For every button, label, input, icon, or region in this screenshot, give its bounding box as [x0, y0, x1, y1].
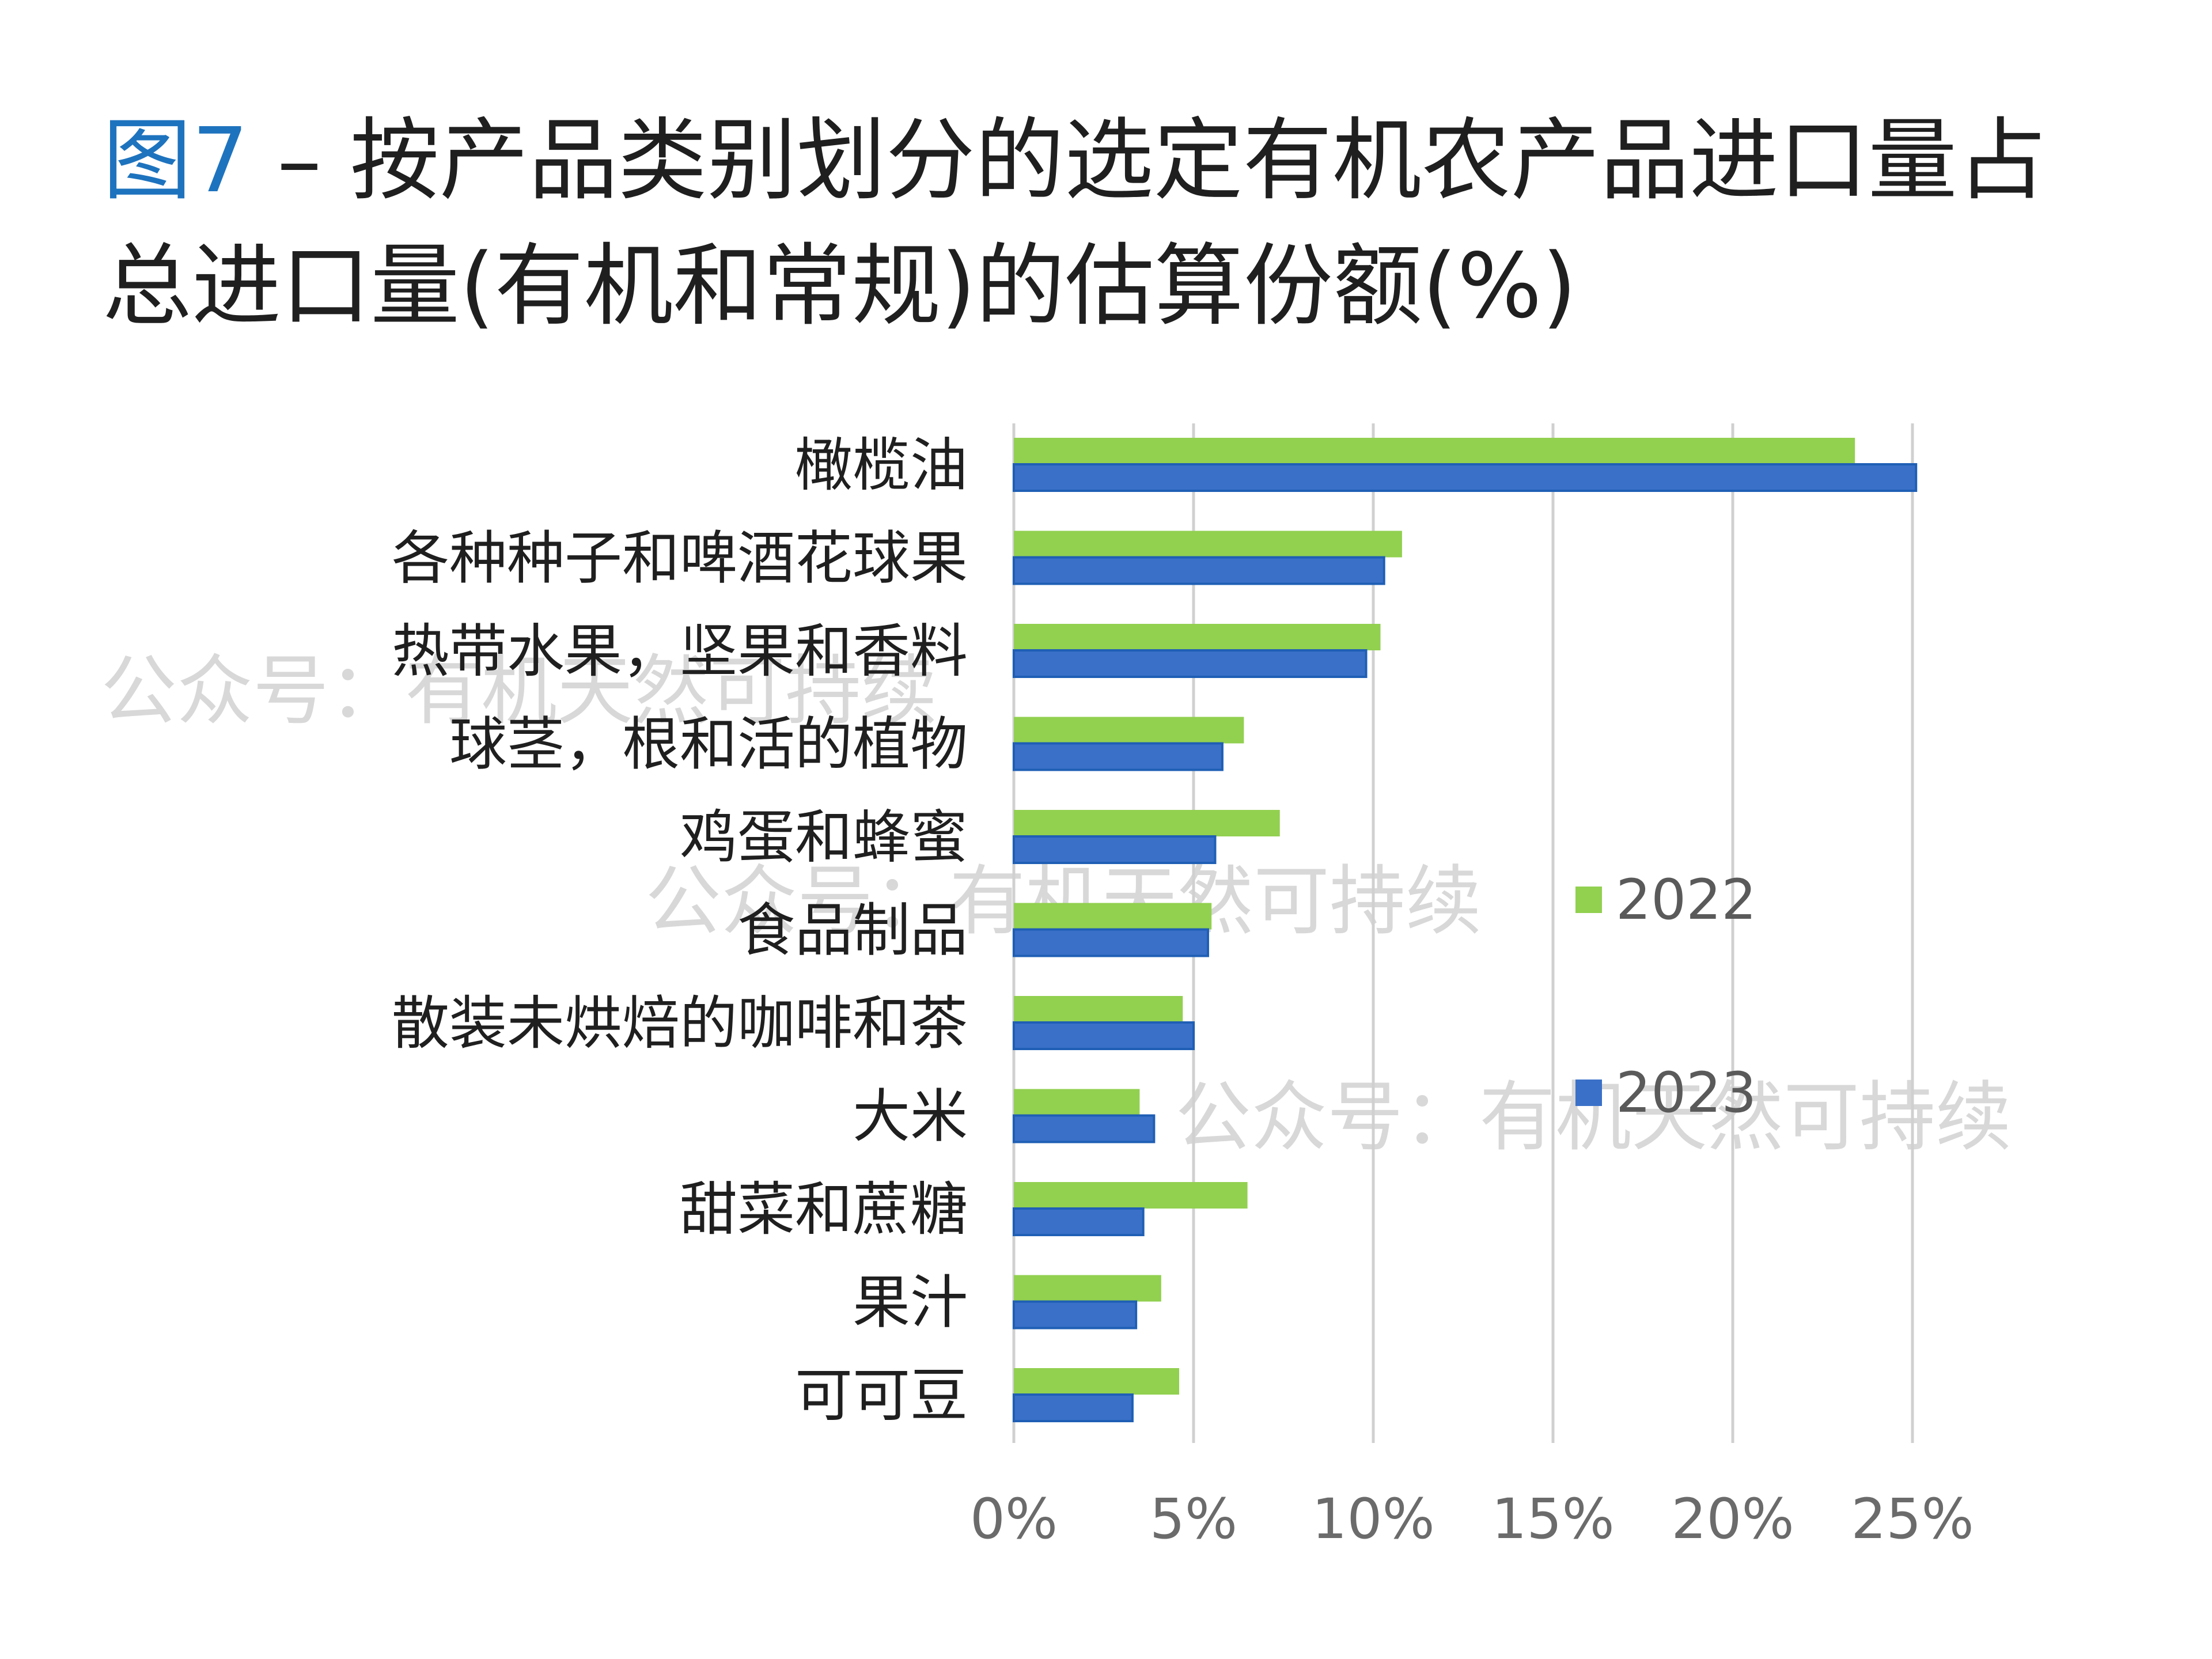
bar-2022: [1014, 996, 1183, 1022]
category-label: 橄榄油: [795, 431, 968, 499]
x-tick-label: 25%: [1851, 1487, 1974, 1551]
bar-2023: [1013, 742, 1224, 771]
category-label: 食品制品: [737, 897, 968, 964]
bar-2022: [1014, 810, 1280, 836]
bar-2023: [1013, 1207, 1145, 1236]
legend: 2022 2023: [1575, 868, 1756, 1125]
figure-label: 图7: [103, 108, 249, 213]
bar-2022: [1014, 903, 1212, 930]
x-tick-label: 5%: [1150, 1487, 1237, 1551]
bar-2023: [1013, 1114, 1156, 1143]
category-label: 果汁: [853, 1269, 968, 1336]
chart-title: 图7 – 按产品类别划分的选定有机农产品进口量占总进口量(有机和常规)的估算份额…: [103, 98, 2119, 349]
category-label: 可可豆: [795, 1362, 968, 1429]
x-tick-label: 15%: [1491, 1487, 1614, 1551]
bar-2023: [1013, 928, 1209, 957]
bar-2022: [1014, 717, 1244, 744]
category-label: 大米: [853, 1083, 968, 1150]
bar-2022: [1014, 1089, 1140, 1116]
bar-2022: [1014, 438, 1855, 464]
bar-2023: [1013, 649, 1368, 678]
legend-label: 2023: [1616, 1060, 1756, 1125]
bar-2023: [1013, 1300, 1138, 1330]
legend-swatch: [1575, 887, 1602, 913]
bar-2023: [1013, 463, 1918, 492]
bar-2023: [1013, 835, 1217, 864]
x-tick-label: 0%: [970, 1487, 1058, 1551]
legend-label: 2022: [1616, 868, 1756, 932]
bar-2022: [1014, 1275, 1161, 1302]
category-label: 甜菜和蔗糖: [680, 1176, 968, 1243]
bar-2022: [1014, 531, 1402, 558]
category-label: 热带水果，坚果和香料: [392, 618, 968, 685]
category-label: 球茎，根和活的植物: [449, 711, 968, 778]
bar-2023: [1013, 1393, 1134, 1422]
category-label: 散装未烘焙的咖啡和茶: [392, 990, 968, 1057]
bar-2022: [1014, 624, 1381, 650]
watermark-text: 公众号：有机天然可持续: [101, 647, 937, 736]
bar-2022: [1014, 1182, 1248, 1209]
x-tick-labels: 0% 5% 10% 15% 20% 25%: [970, 1487, 1974, 1551]
x-tick-label: 20%: [1671, 1487, 1794, 1551]
bars: [1013, 438, 1918, 1422]
bar-2023: [1013, 1021, 1195, 1050]
category-label: 各种种子和啤酒花球果: [392, 525, 968, 592]
category-labels: 橄榄油各种种子和啤酒花球果热带水果，坚果和香料球茎，根和活的植物鸡蛋和蜂蜜食品制…: [392, 431, 968, 1429]
bar-2023: [1013, 556, 1385, 585]
category-label: 鸡蛋和蜂蜜: [680, 804, 968, 871]
title-text: – 按产品类别划分的选定有机农产品进口量占总进口量(有机和常规)的估算份额(%): [103, 108, 2047, 338]
legend-swatch: [1575, 1080, 1602, 1106]
bar-2022: [1014, 1368, 1180, 1395]
gridlines: [1012, 423, 1914, 1443]
x-tick-label: 10%: [1312, 1487, 1434, 1551]
